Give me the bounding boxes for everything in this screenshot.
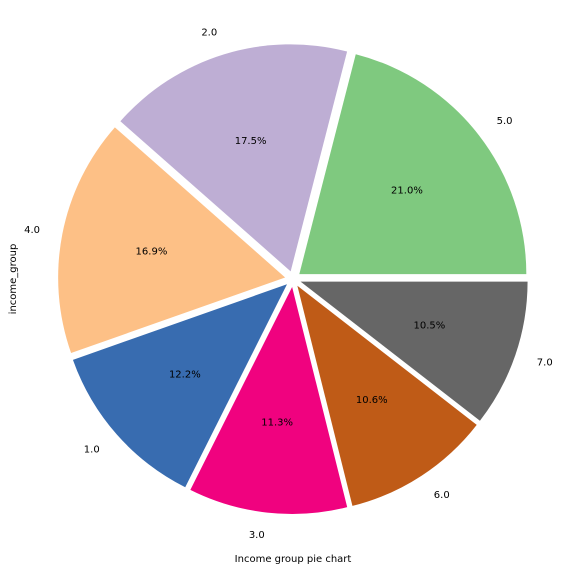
- slice-label: 1.0: [84, 444, 100, 455]
- pie-slice: [299, 54, 527, 275]
- value-label: 11.3%: [261, 417, 293, 428]
- pie-slice: [72, 284, 287, 488]
- pie-slice: [58, 127, 286, 354]
- value-label: 10.6%: [356, 395, 388, 406]
- pie-slice: [300, 281, 528, 421]
- pie-slice: [297, 285, 477, 506]
- slice-label: 3.0: [249, 530, 265, 541]
- value-label: 17.5%: [235, 136, 267, 147]
- value-label: 12.2%: [169, 369, 201, 380]
- slice-label: 4.0: [24, 225, 40, 236]
- slice-label: 6.0: [434, 490, 450, 501]
- value-label: 10.5%: [414, 321, 446, 332]
- pie-slice: [190, 286, 348, 514]
- x-axis-label: Income group pie chart: [235, 554, 352, 565]
- slice-label: 5.0: [497, 116, 513, 127]
- pie-slice: [120, 44, 348, 272]
- slice-label: 2.0: [201, 28, 217, 39]
- value-label: 16.9%: [136, 247, 168, 258]
- y-axis-label: income_group: [8, 244, 19, 315]
- slice-label: 7.0: [537, 357, 553, 368]
- value-label: 21.0%: [391, 186, 423, 197]
